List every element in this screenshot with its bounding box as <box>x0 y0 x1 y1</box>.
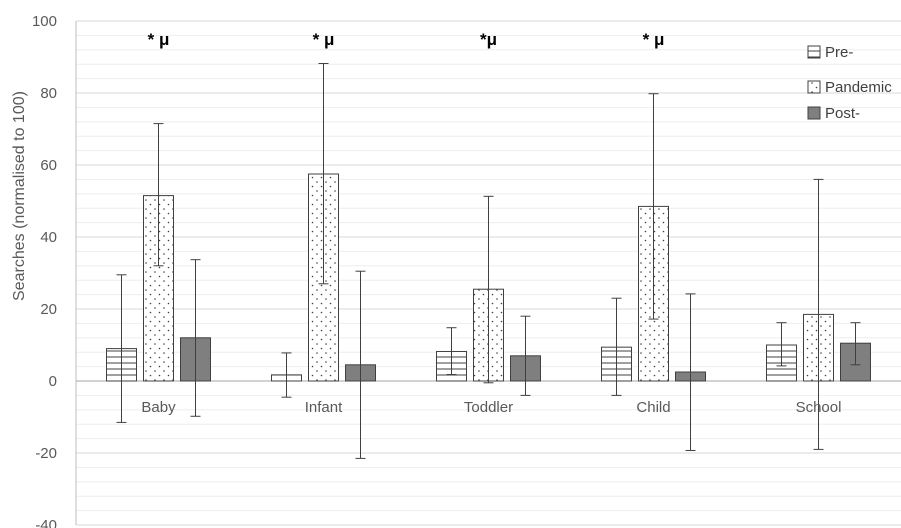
y-tick-label: 0 <box>49 373 57 390</box>
legend-label: Pandemic <box>825 79 892 96</box>
category-label: Baby <box>141 399 176 416</box>
significance-marker: * μ <box>643 30 665 49</box>
legend-label: Pre- <box>825 44 853 61</box>
significance-annotations: * μ * μ *μ * μ <box>148 30 665 49</box>
error-bars <box>116 62 861 459</box>
legend-swatch-horizontal-lines <box>807 45 821 59</box>
y-tick-label: 100 <box>32 13 57 30</box>
legend-label: Post- <box>825 105 860 122</box>
y-tick-label: 60 <box>40 157 57 174</box>
category-label: School <box>796 399 842 416</box>
y-tick-label: 40 <box>40 229 57 246</box>
legend: Pre- Pandemic Post- <box>807 44 892 122</box>
y-axis-label: Searches (normalised to 100) <box>11 91 28 301</box>
y-tick-label: 20 <box>40 301 57 318</box>
category-label: Child <box>636 399 670 416</box>
category-labels: Baby Infant Toddler Child School <box>141 399 841 416</box>
legend-swatch-dots <box>807 80 821 94</box>
legend-swatch-solid <box>807 106 821 120</box>
y-tick-label: -40 <box>35 517 57 528</box>
y-tick-label: -20 <box>35 445 57 462</box>
category-label: Infant <box>305 399 343 416</box>
category-label: Toddler <box>464 399 513 416</box>
significance-marker: * μ <box>313 30 335 49</box>
significance-marker: *μ <box>480 30 497 49</box>
y-tick-label: 80 <box>40 85 57 102</box>
significance-marker: * μ <box>148 30 170 49</box>
